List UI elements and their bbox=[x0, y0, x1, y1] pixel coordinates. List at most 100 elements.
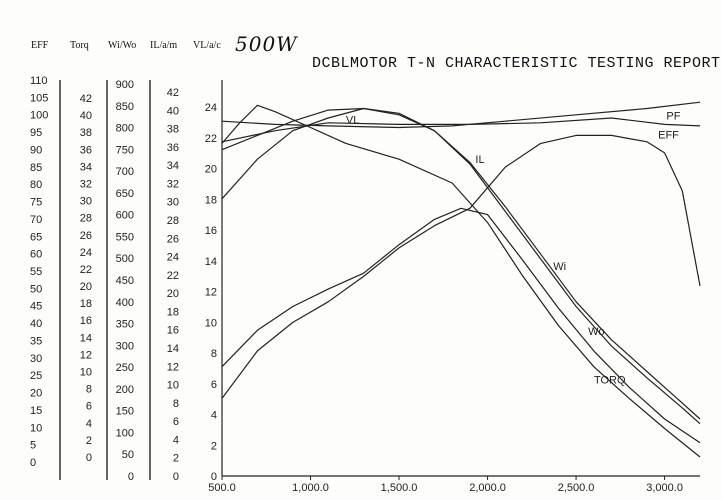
scale-tick-wi-wo: 400 bbox=[116, 297, 134, 309]
scale-tick-il-a-m: 26 bbox=[167, 233, 179, 245]
report-title: DCBLMOTOR T-N CHARACTERISTIC TESTING REP… bbox=[312, 55, 721, 72]
scale-tick-wi-wo: 50 bbox=[122, 449, 134, 461]
scale-tick-torq: 38 bbox=[80, 127, 92, 139]
scale-tick-torq: 30 bbox=[80, 196, 92, 208]
scale-tick-torq: 10 bbox=[80, 367, 92, 379]
scale-tick-vl-a-c: 10 bbox=[205, 317, 217, 329]
scale-tick-vl-a-c: 18 bbox=[205, 194, 217, 206]
wi-wo-column-header: Wi/Wo bbox=[108, 40, 137, 51]
scale-tick-vl-a-c: 2 bbox=[211, 440, 217, 452]
scale-tick-vl-a-c: 12 bbox=[205, 287, 217, 299]
scale-tick-il-a-m: 40 bbox=[167, 105, 179, 117]
scale-tick-il-a-m: 38 bbox=[167, 124, 179, 136]
scale-tick-eff: 65 bbox=[30, 231, 42, 243]
scale-tick-torq: 42 bbox=[80, 93, 92, 105]
scale-tick-wi-wo: 150 bbox=[116, 406, 134, 418]
scale-tick-eff: 90 bbox=[30, 144, 42, 156]
x-tick-label: 500.0 bbox=[208, 482, 236, 494]
scale-tick-torq: 20 bbox=[80, 281, 92, 293]
scale-tick-eff: 20 bbox=[30, 388, 42, 400]
scale-tick-il-a-m: 10 bbox=[167, 380, 179, 392]
scale-tick-eff: 55 bbox=[30, 266, 42, 278]
scale-tick-il-a-m: 24 bbox=[167, 252, 179, 264]
scale-tick-torq: 32 bbox=[80, 178, 92, 190]
scale-tick-torq: 2 bbox=[86, 435, 92, 447]
series-line-pf bbox=[221, 117, 701, 143]
series-label-pf: PF bbox=[666, 110, 680, 122]
scale-tick-torq: 6 bbox=[86, 401, 92, 413]
scale-tick-eff: 35 bbox=[30, 335, 42, 347]
scale-tick-il-a-m: 22 bbox=[167, 270, 179, 282]
scale-tick-wi-wo: 200 bbox=[116, 384, 134, 396]
scale-tick-vl-a-c: 20 bbox=[205, 164, 217, 176]
scale-tick-eff: 100 bbox=[30, 110, 48, 122]
series-label-il: IL bbox=[475, 154, 484, 166]
scale-tick-torq: 8 bbox=[86, 384, 92, 396]
scale-tick-eff: 5 bbox=[30, 440, 36, 452]
series-label-vl: VL bbox=[346, 114, 359, 126]
x-tick-label: 3,000.0 bbox=[646, 482, 683, 494]
series-label-wi: Wi bbox=[553, 261, 566, 273]
scale-tick-vl-a-c: 24 bbox=[205, 102, 217, 114]
scale-tick-il-a-m: 18 bbox=[167, 306, 179, 318]
scale-tick-torq: 28 bbox=[80, 213, 92, 225]
x-tick-label: 2,500.0 bbox=[558, 482, 595, 494]
scale-tick-eff: 30 bbox=[30, 353, 42, 365]
scale-tick-wi-wo: 500 bbox=[116, 253, 134, 265]
scale-tick-wi-wo: 900 bbox=[116, 79, 134, 91]
scale-tick-torq: 24 bbox=[80, 247, 92, 259]
scale-tick-il-a-m: 4 bbox=[173, 434, 179, 446]
scale-tick-wi-wo: 0 bbox=[128, 471, 134, 483]
scale-tick-wi-wo: 650 bbox=[116, 188, 134, 200]
scale-tick-wi-wo: 850 bbox=[116, 101, 134, 113]
scale-tick-eff: 0 bbox=[30, 457, 36, 469]
scale-tick-eff: 25 bbox=[30, 370, 42, 382]
x-tick-label: 1,500.0 bbox=[381, 482, 418, 494]
scale-tick-torq: 22 bbox=[80, 264, 92, 276]
series-line-eff bbox=[221, 134, 701, 399]
x-tick-label: 2,000.0 bbox=[469, 482, 506, 494]
scale-tick-il-a-m: 36 bbox=[167, 142, 179, 154]
scale-tick-il-a-m: 42 bbox=[167, 87, 179, 99]
scale-tick-vl-a-c: 6 bbox=[211, 379, 217, 391]
scale-tick-eff: 85 bbox=[30, 162, 42, 174]
scale-tick-il-a-m: 32 bbox=[167, 178, 179, 190]
scale-tick-eff: 60 bbox=[30, 249, 42, 261]
scale-tick-wi-wo: 700 bbox=[116, 166, 134, 178]
scale-tick-eff: 45 bbox=[30, 301, 42, 313]
scale-tick-eff: 50 bbox=[30, 283, 42, 295]
scale-tick-torq: 16 bbox=[80, 315, 92, 327]
x-tick-label: 1,000.0 bbox=[292, 482, 329, 494]
eff-column-header: EFF bbox=[31, 40, 49, 51]
scale-tick-vl-a-c: 16 bbox=[205, 225, 217, 237]
series-line-wi bbox=[221, 107, 701, 425]
series-line-il bbox=[221, 107, 701, 420]
scale-tick-torq: 0 bbox=[86, 452, 92, 464]
scale-tick-eff: 105 bbox=[30, 92, 48, 104]
scale-tick-torq: 4 bbox=[86, 418, 92, 430]
scale-tick-il-a-m: 8 bbox=[173, 398, 179, 410]
scale-tick-il-a-m: 12 bbox=[167, 361, 179, 373]
scale-tick-wi-wo: 600 bbox=[116, 210, 134, 222]
scale-tick-eff: 15 bbox=[30, 405, 42, 417]
series-label-torq: TORQ bbox=[594, 374, 626, 386]
scale-tick-torq: 12 bbox=[80, 349, 92, 361]
scale-tick-il-a-m: 2 bbox=[173, 453, 179, 465]
il-column-header: IL/a/m bbox=[150, 40, 178, 51]
scale-tick-vl-a-c: 22 bbox=[205, 133, 217, 145]
scale-tick-eff: 75 bbox=[30, 197, 42, 209]
series-line-vl bbox=[221, 101, 701, 129]
scale-tick-torq: 14 bbox=[80, 332, 92, 344]
scale-tick-wi-wo: 550 bbox=[116, 231, 134, 243]
scale-tick-torq: 18 bbox=[80, 298, 92, 310]
scale-tick-eff: 95 bbox=[30, 127, 42, 139]
scale-tick-torq: 36 bbox=[80, 144, 92, 156]
vl-column-header: VL/a/c bbox=[193, 40, 221, 51]
series-line-wo bbox=[221, 207, 701, 444]
series-label-eff: EFF bbox=[658, 129, 679, 141]
scale-tick-wi-wo: 450 bbox=[116, 275, 134, 287]
scale-tick-vl-a-c: 14 bbox=[205, 256, 217, 268]
scale-tick-wi-wo: 250 bbox=[116, 362, 134, 374]
scale-tick-il-a-m: 14 bbox=[167, 343, 179, 355]
